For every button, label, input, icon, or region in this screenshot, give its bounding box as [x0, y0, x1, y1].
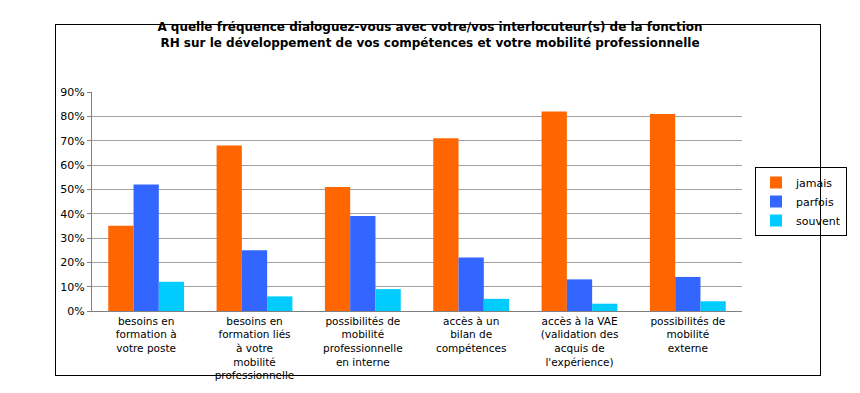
svg-text:80%: 80% [60, 110, 84, 123]
svg-text:A quelle fréquence dialoguez-v: A quelle fréquence dialoguez-vous avec v… [157, 20, 702, 50]
svg-text:50%: 50% [60, 183, 84, 196]
svg-text:possibilités demobilitéprofess: possibilités demobilitéprofessionnelleen… [323, 315, 403, 368]
svg-text:0%: 0% [67, 305, 84, 318]
svg-text:besoins enformation àvotre pos: besoins enformation àvotre poste [116, 315, 177, 354]
svg-text:20%: 20% [60, 256, 84, 269]
svg-text:parfois: parfois [796, 196, 834, 209]
svg-text:60%: 60% [60, 159, 84, 172]
svg-text:30%: 30% [60, 232, 84, 245]
svg-text:90%: 90% [60, 86, 84, 99]
svg-text:10%: 10% [60, 281, 84, 294]
svg-text:souvent: souvent [796, 215, 841, 228]
svg-text:jamais: jamais [795, 177, 832, 190]
svg-text:70%: 70% [60, 135, 84, 148]
svg-text:besoins enformation liésà votr: besoins enformation liésà votremobilitép… [215, 315, 295, 382]
svg-text:accès à la VAE(validation desa: accès à la VAE(validation desacquis del'… [541, 315, 619, 368]
svg-text:40%: 40% [60, 208, 84, 221]
svg-text:possibilités demobilitéexterne: possibilités demobilitéexterne [650, 315, 725, 354]
svg-text:accès à unbilan decompétences: accès à unbilan decompétences [436, 315, 507, 354]
